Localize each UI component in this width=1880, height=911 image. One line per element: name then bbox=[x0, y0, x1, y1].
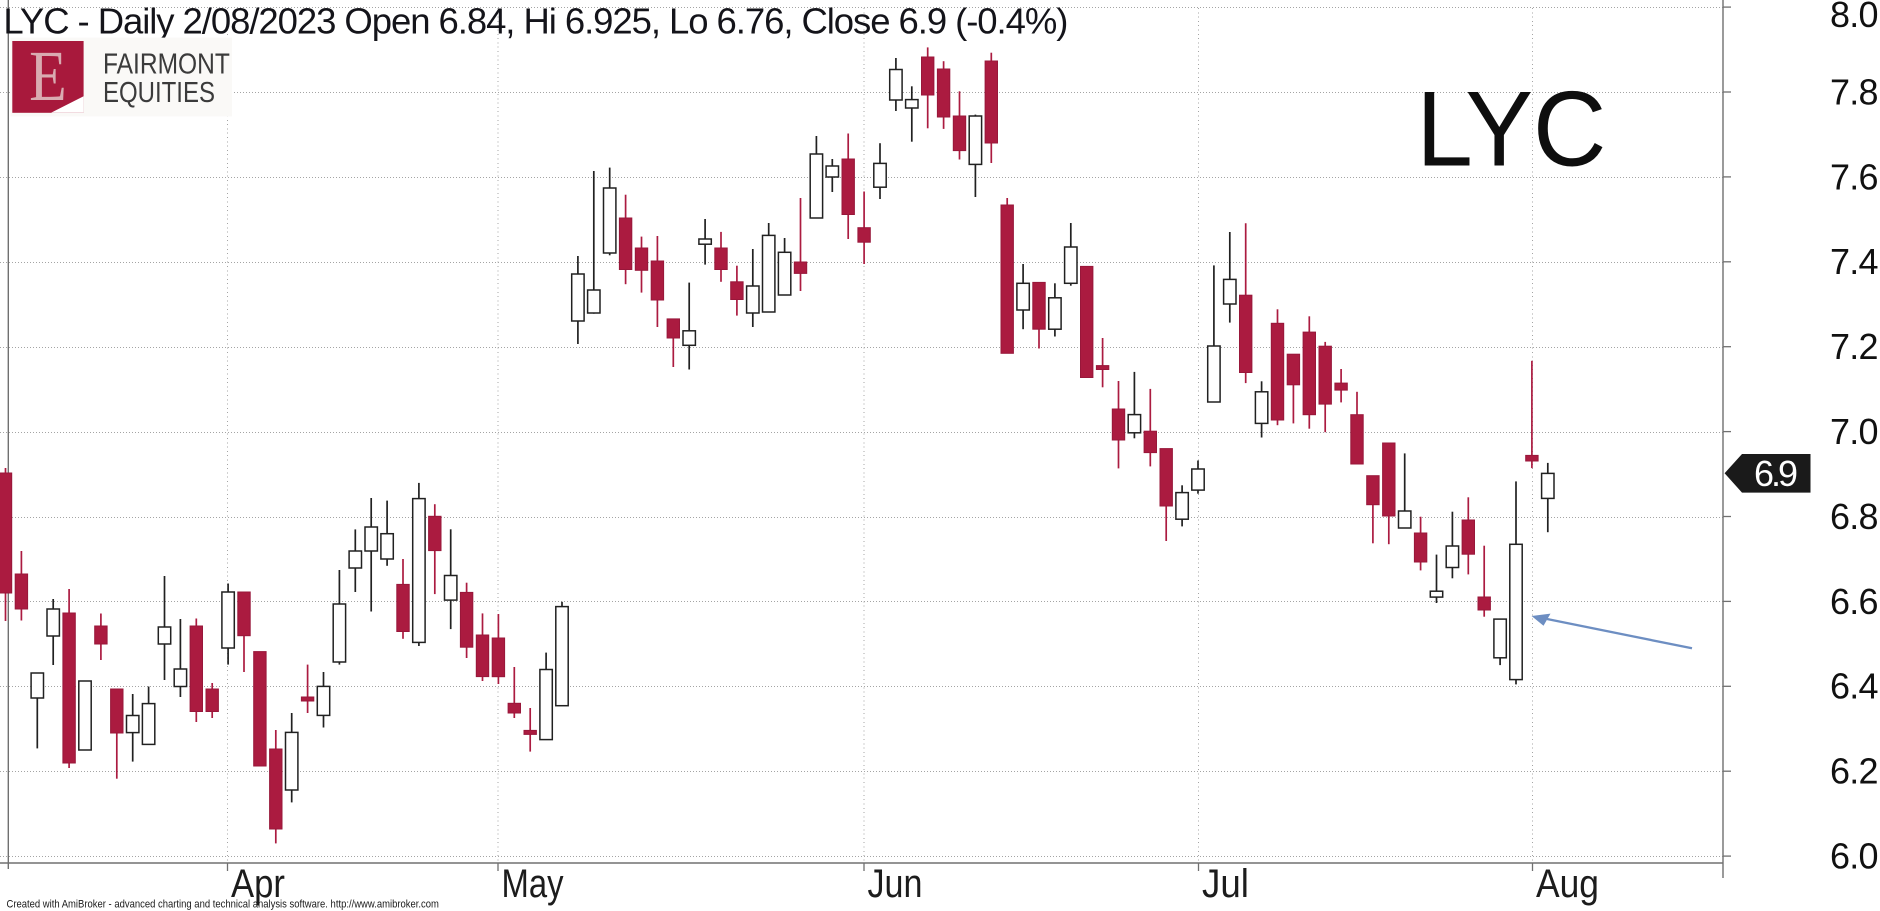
svg-text:6.4: 6.4 bbox=[1830, 666, 1879, 707]
svg-text:6.0: 6.0 bbox=[1830, 836, 1879, 877]
svg-text:6.9: 6.9 bbox=[1754, 453, 1798, 494]
svg-text:EQUITIES: EQUITIES bbox=[103, 76, 215, 109]
svg-text:6.8: 6.8 bbox=[1830, 496, 1879, 537]
svg-text:May: May bbox=[502, 861, 565, 906]
svg-text:Aug: Aug bbox=[1536, 861, 1599, 905]
svg-text:LYC: LYC bbox=[1416, 70, 1606, 189]
svg-text:Jun: Jun bbox=[868, 862, 923, 906]
svg-text:LYC - Daily 2/08/2023 Open 6.8: LYC - Daily 2/08/2023 Open 6.84, Hi 6.92… bbox=[3, 0, 1068, 41]
svg-text:Created with AmiBroker - advan: Created with AmiBroker - advanced charti… bbox=[7, 899, 439, 911]
svg-text:7.0: 7.0 bbox=[1830, 411, 1879, 452]
svg-text:Jul: Jul bbox=[1202, 862, 1249, 907]
svg-text:Apr: Apr bbox=[231, 861, 285, 906]
svg-text:6.2: 6.2 bbox=[1830, 751, 1879, 792]
svg-text:E: E bbox=[29, 35, 67, 116]
svg-text:7.4: 7.4 bbox=[1830, 241, 1879, 282]
svg-text:8.0: 8.0 bbox=[1830, 0, 1879, 35]
svg-text:6.6: 6.6 bbox=[1830, 581, 1879, 622]
svg-text:7.6: 7.6 bbox=[1830, 156, 1879, 197]
svg-text:FAIRMONT: FAIRMONT bbox=[103, 48, 230, 80]
svg-text:7.8: 7.8 bbox=[1830, 71, 1879, 112]
svg-text:7.2: 7.2 bbox=[1830, 326, 1879, 367]
